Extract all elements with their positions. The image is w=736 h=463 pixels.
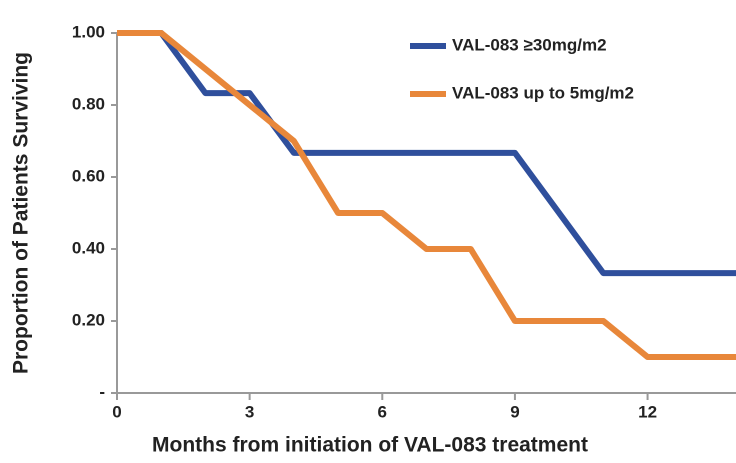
x-tick-label: 6 xyxy=(378,402,387,421)
y-tick-label: 0.40 xyxy=(72,238,105,257)
y-axis-label: Proportion of Patients Surviving xyxy=(10,52,33,374)
series-line xyxy=(117,30,736,360)
y-tick-label: 0.60 xyxy=(72,166,105,185)
x-axis-label: Months from initiation of VAL-083 treatm… xyxy=(152,434,588,457)
x-tick-label: 0 xyxy=(112,402,121,421)
x-tick-label: 12 xyxy=(638,402,657,421)
y-tick-label: 0.80 xyxy=(72,94,105,113)
y-tick-label: 0.20 xyxy=(72,310,105,329)
legend-label: VAL-083 ≥30mg/m2 xyxy=(452,35,607,54)
x-tick-label: 9 xyxy=(510,402,519,421)
y-tick-label: - xyxy=(99,382,105,401)
legend-label: VAL-083 up to 5mg/m2 xyxy=(452,83,634,102)
y-tick-label: 1.00 xyxy=(72,22,105,41)
x-tick-label: 3 xyxy=(245,402,254,421)
